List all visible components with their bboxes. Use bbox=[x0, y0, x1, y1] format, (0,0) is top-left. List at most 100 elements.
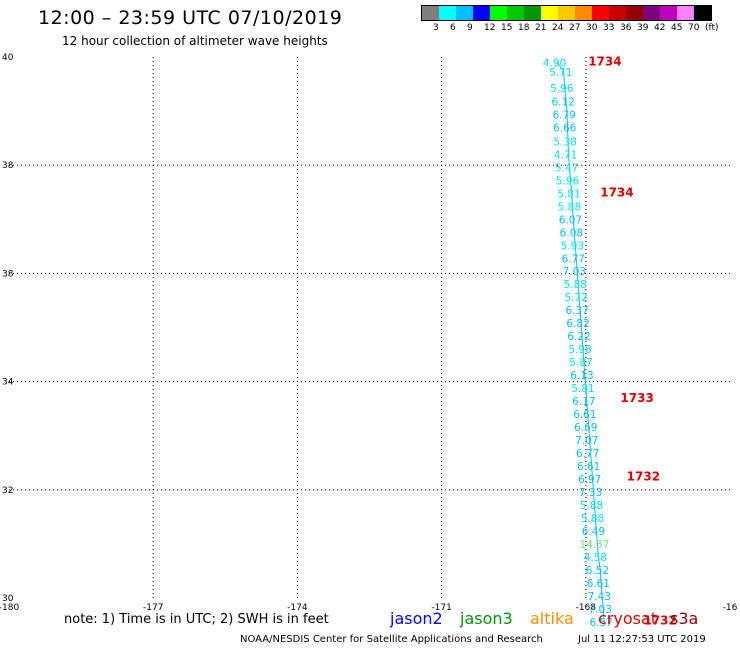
x-tick-label: -177 bbox=[143, 603, 163, 613]
x-tick-label: -174 bbox=[287, 603, 308, 613]
y-tick-label: 34 bbox=[2, 378, 14, 388]
legend-swatch bbox=[507, 6, 524, 20]
legend-swatch bbox=[490, 6, 507, 20]
wave-height-label: 6.61 bbox=[587, 578, 610, 590]
wave-height-label: 5.81 bbox=[557, 188, 580, 200]
legend-color-bar bbox=[421, 5, 712, 21]
wave-height-label: 5.71 bbox=[549, 67, 572, 79]
legend-label: 18 bbox=[518, 23, 530, 33]
pass-time-label: 1732 bbox=[627, 469, 660, 483]
legend-swatch bbox=[524, 6, 541, 20]
legend-swatch bbox=[439, 6, 456, 20]
x-tick-label: -180 bbox=[0, 603, 19, 613]
legend-label: 27 bbox=[569, 23, 581, 33]
wave-height-label: 6.49 bbox=[582, 526, 605, 538]
satellite-legend-item: jason2 bbox=[390, 609, 443, 628]
wave-height-label: 5.93 bbox=[561, 240, 584, 252]
page-title: 12:00 – 23:59 UTC 07/10/2019 bbox=[38, 7, 343, 29]
legend-label: 30 bbox=[586, 23, 598, 33]
legend-label: 33 bbox=[603, 23, 615, 33]
legend-label: 70 bbox=[688, 23, 700, 33]
wave-height-label: 7.07 bbox=[575, 435, 598, 447]
satellite-legend-item: cryosat bbox=[598, 609, 658, 628]
legend-label: 9 bbox=[467, 23, 473, 33]
wave-height-label: 5.88 bbox=[564, 279, 587, 291]
legend-swatch bbox=[626, 6, 643, 20]
wave-height-label: 6.77 bbox=[576, 448, 599, 460]
wave-height-label: 6.17 bbox=[572, 396, 595, 408]
wave-height-label: 6.08 bbox=[560, 227, 583, 239]
wave-height-label: 5.88 bbox=[581, 513, 604, 525]
units-note: note: 1) Time is in UTC; 2) SWH is in fe… bbox=[64, 612, 329, 627]
wave-height-label: 6.57 bbox=[589, 617, 612, 629]
legend-label: 24 bbox=[552, 23, 564, 33]
satellite-legend-item: altika bbox=[530, 609, 574, 628]
wave-height-label: 5.96 bbox=[550, 83, 574, 95]
legend-swatch bbox=[541, 6, 558, 20]
wave-height-label: 6.07 bbox=[559, 214, 582, 226]
wave-height-label: 7.43 bbox=[588, 591, 611, 603]
wave-height-label: 5.88 bbox=[558, 201, 581, 213]
pass-time-label: 1733 bbox=[620, 391, 653, 405]
wave-height-label: 6.79 bbox=[552, 109, 575, 121]
y-tick-label: 40 bbox=[2, 53, 14, 63]
color-legend: 3 6 9 12 15 18 21 24 27 30 33 36 39 42 45 70 (ft) bbox=[421, 5, 719, 33]
pass-time-label: 1732 bbox=[643, 614, 676, 628]
legend-swatch bbox=[473, 6, 490, 20]
satellite-legend-item: jason3 bbox=[460, 609, 513, 628]
wave-height-label: 5.72 bbox=[564, 292, 587, 304]
legend-swatch bbox=[677, 6, 694, 20]
wave-height-label: 7.03 bbox=[589, 604, 612, 616]
legend-swatch bbox=[592, 6, 609, 20]
wave-height-label: 14.37 bbox=[579, 539, 609, 551]
x-tick-label: -16 bbox=[723, 603, 738, 613]
wave-height-label: 4.58 bbox=[584, 552, 607, 564]
wave-height-label: 6.69 bbox=[574, 422, 597, 434]
wave-height-label: 5.96 bbox=[556, 175, 580, 187]
legend-swatch bbox=[422, 6, 439, 20]
satellite-legend-item: s3a bbox=[670, 609, 699, 628]
wave-height-label: 6.22 bbox=[567, 331, 590, 343]
wave-height-label: 5.38 bbox=[553, 136, 576, 148]
legend-swatch bbox=[456, 6, 473, 20]
legend-swatch bbox=[694, 6, 711, 20]
y-tick-label: 38 bbox=[2, 161, 14, 171]
wave-height-label: 6.52 bbox=[586, 565, 609, 577]
wave-height-label: 6.61 bbox=[577, 461, 600, 473]
legend-swatch bbox=[643, 6, 660, 20]
legend-label: 42 bbox=[654, 23, 666, 33]
wave-height-label: 4.71 bbox=[554, 149, 577, 161]
x-tick-label: -168 bbox=[576, 603, 597, 613]
legend-label: 36 bbox=[620, 23, 632, 33]
legend-swatch bbox=[660, 6, 677, 20]
legend-label: 15 bbox=[501, 23, 513, 33]
legend-label: 6 bbox=[450, 23, 456, 33]
wave-height-label: 6.37 bbox=[565, 305, 588, 317]
legend-swatch bbox=[575, 6, 592, 20]
legend-label: 3 bbox=[433, 23, 439, 33]
y-tick-label: 32 bbox=[2, 486, 13, 496]
wave-height-label: 5.47 bbox=[555, 162, 578, 174]
wave-height-label: 6.66 bbox=[553, 122, 577, 134]
wave-height-label: 7.33 bbox=[579, 487, 602, 499]
wave-height-label: 6.61 bbox=[573, 409, 596, 421]
pass-time-label: 1734 bbox=[588, 54, 621, 68]
wave-height-label: 6.77 bbox=[562, 253, 585, 265]
wave-height-label: 6.82 bbox=[566, 318, 589, 330]
page-subtitle: 12 hour collection of altimeter wave hei… bbox=[62, 34, 328, 48]
legend-swatch bbox=[558, 6, 575, 20]
generation-timestamp: Jul 11 12:27:53 UTC 2019 bbox=[578, 634, 706, 645]
wave-height-label: 5.98 bbox=[568, 344, 591, 356]
legend-label: 21 bbox=[535, 23, 547, 33]
wave-height-label: 4.90 bbox=[543, 57, 566, 69]
wave-height-label: 7.03 bbox=[563, 266, 586, 278]
legend-label: (ft) bbox=[705, 23, 719, 33]
satellite-ground-track bbox=[557, 62, 605, 622]
legend-swatch bbox=[609, 6, 626, 20]
wave-height-label: 5.81 bbox=[571, 383, 594, 395]
wave-height-label: 5.88 bbox=[580, 500, 603, 512]
wave-height-label: 6.12 bbox=[552, 96, 575, 108]
legend-label: 12 bbox=[484, 23, 496, 33]
